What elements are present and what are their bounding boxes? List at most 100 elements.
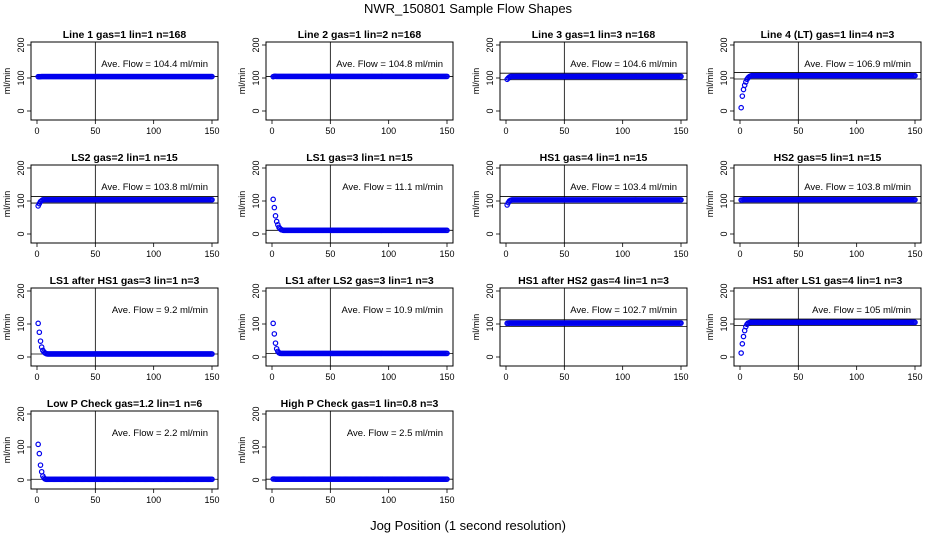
y-tick-label: 0: [251, 108, 261, 113]
data-point: [444, 73, 450, 80]
x-tick-label: 50: [90, 495, 100, 505]
y-tick-label: 200: [485, 37, 495, 52]
y-tick-label: 200: [719, 37, 729, 52]
x-tick-label: 100: [849, 249, 864, 259]
data-point: [912, 72, 918, 79]
figure-title: NWR_150801 Sample Flow Shapes: [363, 1, 573, 16]
panel-13: Low P Check gas=1.2 lin=1 n=6 0 100 200 ml/m…: [2, 398, 220, 505]
data-point: [678, 320, 684, 326]
x-tick-label: 0: [269, 249, 274, 259]
average-flow-annotation: Ave. Flow = 9.2 ml/min: [112, 305, 208, 316]
panel-title: Line 1 gas=1 lin=1 n=168: [63, 29, 187, 41]
y-tick-label: 200: [16, 406, 26, 421]
x-tick-label: 50: [793, 249, 803, 259]
x-tick-label: 0: [34, 495, 39, 505]
x-tick-label: 0: [737, 126, 742, 136]
y-tick-label: 0: [485, 354, 495, 359]
y-tick-label: 100: [251, 70, 261, 85]
x-tick-label: 0: [503, 249, 508, 259]
average-flow-annotation: Ave. Flow = 2.5 ml/min: [347, 428, 443, 439]
data-point: [35, 320, 41, 327]
data-point: [444, 476, 450, 482]
y-tick-label: 0: [16, 231, 26, 236]
panel-10: LS1 after LS2 gas=3 lin=1 n=3 0 100 200 ml/m…: [237, 275, 455, 382]
x-tick-label: 150: [673, 249, 688, 259]
x-tick-label: 50: [325, 126, 335, 136]
y-tick-label: 200: [485, 160, 495, 175]
y-tick-label: 200: [16, 283, 26, 298]
data-point: [444, 227, 450, 234]
x-tick-label: 50: [325, 495, 335, 505]
x-tick-label: 150: [439, 249, 454, 259]
plot-frame: [30, 41, 219, 121]
x-tick-label: 50: [325, 249, 335, 259]
data-point: [678, 197, 684, 203]
x-tick-label: 100: [615, 249, 630, 259]
x-tick-label: 0: [34, 249, 39, 259]
data-points: [35, 196, 215, 209]
x-tick-label: 150: [673, 372, 688, 382]
data-points: [270, 196, 450, 234]
data-point: [273, 345, 280, 352]
data-points: [35, 320, 215, 357]
data-point: [740, 333, 747, 340]
data-point: [272, 213, 279, 219]
x-tick-label: 0: [503, 372, 508, 382]
panel-11: HS1 after HS2 gas=4 lin=1 n=3 0 100 200 ml/m…: [471, 275, 689, 382]
y-axis-label: ml/min: [705, 68, 715, 95]
plot-frame: [499, 164, 688, 244]
y-tick-label: 200: [719, 160, 729, 175]
plot-frame: [733, 287, 922, 367]
average-flow-annotation: Ave. Flow = 103.4 ml/min: [570, 182, 677, 193]
y-tick-label: 100: [719, 70, 729, 85]
data-point: [912, 319, 918, 326]
y-axis-label: ml/min: [237, 191, 247, 218]
x-tick-label: 100: [849, 126, 864, 136]
panel-title: Line 4 (LT) gas=1 lin=4 n=3: [761, 29, 895, 41]
data-point: [272, 340, 279, 346]
data-point: [739, 340, 746, 347]
y-tick-label: 100: [251, 193, 261, 208]
panel-title: Line 2 gas=1 lin=2 n=168: [298, 29, 422, 41]
x-tick-label: 50: [559, 249, 569, 259]
plot-frame: [30, 164, 219, 244]
y-tick-label: 100: [16, 193, 26, 208]
y-tick-label: 100: [485, 193, 495, 208]
y-axis-label: ml/min: [2, 314, 12, 341]
x-tick-label: 150: [204, 126, 219, 136]
average-flow-annotation: Ave. Flow = 10.9 ml/min: [342, 305, 443, 316]
x-tick-label: 100: [381, 126, 396, 136]
y-tick-label: 0: [719, 231, 729, 236]
data-points: [504, 73, 684, 83]
panel-title: Line 3 gas=1 lin=3 n=168: [532, 29, 656, 41]
y-axis-label: ml/min: [2, 68, 12, 95]
x-tick-label: 50: [559, 372, 569, 382]
x-tick-label: 150: [907, 249, 922, 259]
average-flow-annotation: Ave. Flow = 104.6 ml/min: [570, 59, 677, 70]
data-point: [271, 204, 278, 211]
x-tick-label: 0: [503, 126, 508, 136]
y-tick-label: 0: [16, 477, 26, 482]
data-points: [738, 319, 918, 356]
data-point: [743, 79, 749, 85]
y-tick-label: 100: [485, 316, 495, 331]
data-point: [209, 351, 215, 357]
panel-title: High P Check gas=1 lin=0.8 n=3: [281, 398, 439, 410]
average-flow-annotation: Ave. Flow = 104.8 ml/min: [336, 59, 443, 70]
data-point: [273, 218, 280, 225]
panel-12: HS1 after LS1 gas=4 lin=1 n=3 0 100 200 ml/m…: [705, 275, 923, 382]
x-tick-label: 0: [269, 126, 274, 136]
x-tick-label: 150: [439, 495, 454, 505]
panel-title: HS2 gas=5 lin=1 n=15: [774, 152, 882, 164]
x-tick-label: 100: [381, 249, 396, 259]
panel-title: LS1 after HS1 gas=3 lin=1 n=3: [50, 275, 200, 287]
y-tick-label: 0: [16, 108, 26, 113]
x-tick-label: 100: [381, 372, 396, 382]
data-point: [209, 196, 215, 203]
x-tick-label: 0: [34, 372, 39, 382]
data-point: [738, 104, 744, 111]
panel-6: LS1 gas=3 lin=1 n=15 0 100 200 ml/min 0 50 100 1…: [237, 152, 455, 259]
x-tick-label: 0: [737, 249, 742, 259]
y-tick-label: 0: [251, 354, 261, 359]
